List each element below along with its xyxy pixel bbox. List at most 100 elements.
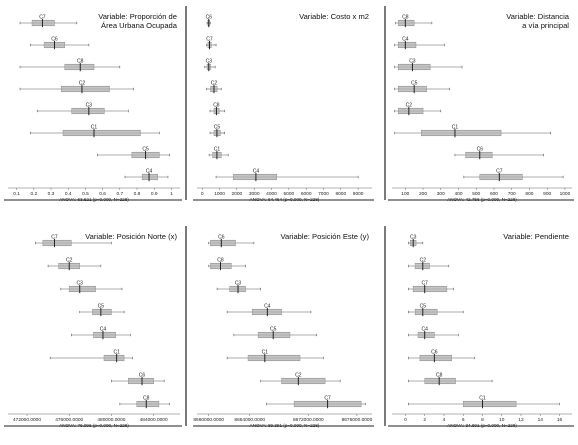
box-c4: C4 [124, 169, 169, 182]
iqr-box [68, 285, 96, 293]
box-label: C6 [139, 373, 146, 379]
iqr-box [465, 151, 493, 159]
iqr-box [414, 308, 438, 316]
iqr-box [210, 239, 236, 247]
box-label: C8 [77, 59, 84, 65]
tick-label: 1 [170, 191, 173, 197]
tick-label: 480000.0000 [97, 417, 125, 423]
tick-label: 8660000.0000 [193, 417, 224, 423]
iqr-box [92, 308, 112, 316]
tick-label: 0.5 [82, 191, 89, 197]
box-panel: Variable: Costo x m2 C6 C7 C3 C2 C8 C5 C1 C4 0 100… [197, 12, 372, 202]
panel-title: Variable: Costo x m2 [299, 12, 369, 21]
box-label: C8 [436, 373, 443, 379]
box-c8: C8 [119, 396, 170, 409]
iqr-box [136, 400, 160, 408]
tick-label: 4000 [266, 191, 277, 197]
box-c7: C7 [206, 37, 217, 50]
box-c5: C5 [408, 304, 464, 317]
box-c4: C4 [394, 37, 445, 50]
tick-label: 0.2 [30, 191, 37, 197]
panel-title: Área Urbana Ocupada [101, 21, 178, 30]
box-label: C1 [452, 125, 459, 131]
box-label: C7 [422, 281, 429, 287]
iqr-box [64, 63, 95, 71]
iqr-box [397, 41, 417, 49]
box-label: C4 [253, 169, 260, 175]
iqr-box [141, 173, 158, 181]
box-label: C6 [477, 147, 484, 153]
box-label: C1 [262, 350, 269, 356]
box-label: C6 [206, 15, 213, 21]
box-c8: C8 [19, 59, 121, 72]
box-c6: C6 [206, 15, 213, 28]
tick-label: 16 [557, 417, 563, 423]
box-label: C2 [295, 373, 302, 379]
tick-label: 0.7 [116, 191, 123, 197]
anova-note: ANOVA: 34.691 (p=0.000, N=228) [447, 423, 517, 428]
box-label: C2 [211, 81, 218, 87]
box-c8: C8 [408, 373, 493, 386]
box-label: C4 [422, 327, 429, 333]
box-c7: C7 [463, 169, 564, 182]
anova-note: ANOVA: 89.391 (p=0.000, N=228) [250, 423, 320, 428]
box-c4: C4 [215, 169, 359, 182]
iqr-box [421, 129, 502, 137]
box-label: C5 [98, 304, 105, 310]
tick-label: 600 [490, 191, 498, 197]
tick-label: 1000 [560, 191, 571, 197]
iqr-box [414, 262, 430, 270]
tick-label: 300 [437, 191, 445, 197]
box-label: C5 [411, 81, 418, 87]
box-label: C4 [146, 169, 153, 175]
box-c3: C3 [394, 59, 463, 72]
box-label: C2 [406, 103, 413, 109]
panel-title: Variable: Posición Este (y) [281, 232, 370, 241]
box-label: C7 [206, 37, 213, 43]
panel-title: Variable: Pendiente [503, 232, 569, 241]
box-c7: C7 [19, 15, 78, 28]
box-label: C8 [213, 103, 220, 109]
tick-label: 8672000.0000 [293, 417, 324, 423]
box-label: C8 [217, 258, 224, 264]
tick-label: 8 [481, 417, 484, 423]
iqr-box [42, 239, 72, 247]
tick-label: 2 [423, 417, 426, 423]
box-panel: Variable: Posición Este (y) C6 C8 C3 C4 C5 C1 C… [193, 232, 372, 428]
iqr-box [462, 400, 517, 408]
iqr-box [247, 354, 301, 362]
panel-title: Variable: Posición Norte (x) [85, 232, 177, 241]
box-label: C3 [86, 103, 93, 109]
box-c2: C2 [19, 81, 134, 94]
tick-label: 1000 [214, 191, 225, 197]
box-label: C4 [264, 304, 271, 310]
box-label: C3 [235, 281, 242, 287]
box-c2: C2 [206, 81, 222, 94]
box-c1: C1 [208, 147, 229, 160]
iqr-box [128, 377, 154, 385]
box-panel: Variable: Posición Norte (x) C7 C2 C3 C5 C4 C1… [8, 232, 180, 428]
box-c6: C6 [111, 373, 165, 386]
iqr-box [31, 19, 55, 27]
box-label: C3 [206, 59, 213, 65]
iqr-box [479, 173, 523, 181]
box-label: C7 [324, 396, 331, 402]
iqr-box [61, 85, 110, 93]
box-c3: C3 [204, 59, 216, 72]
box-c7: C7 [266, 396, 366, 409]
box-label: C2 [79, 81, 86, 87]
box-c7: C7 [35, 235, 112, 248]
tick-label: 8664000.0000 [234, 417, 265, 423]
iqr-box [62, 129, 141, 137]
box-c5: C5 [79, 304, 125, 317]
iqr-box [419, 354, 452, 362]
tick-label: 0.8 [134, 191, 141, 197]
tick-label: 800 [525, 191, 533, 197]
box-panel: Variable: Pendiente C3 C2 C7 C5 C4 C6 C8 C1 0 2 4 6 8… [392, 232, 572, 428]
tick-label: 7000 [318, 191, 329, 197]
box-c1: C1 [408, 396, 560, 409]
iqr-box [417, 331, 435, 339]
tick-label: 4 [443, 417, 446, 423]
box-label: C8 [402, 15, 409, 21]
